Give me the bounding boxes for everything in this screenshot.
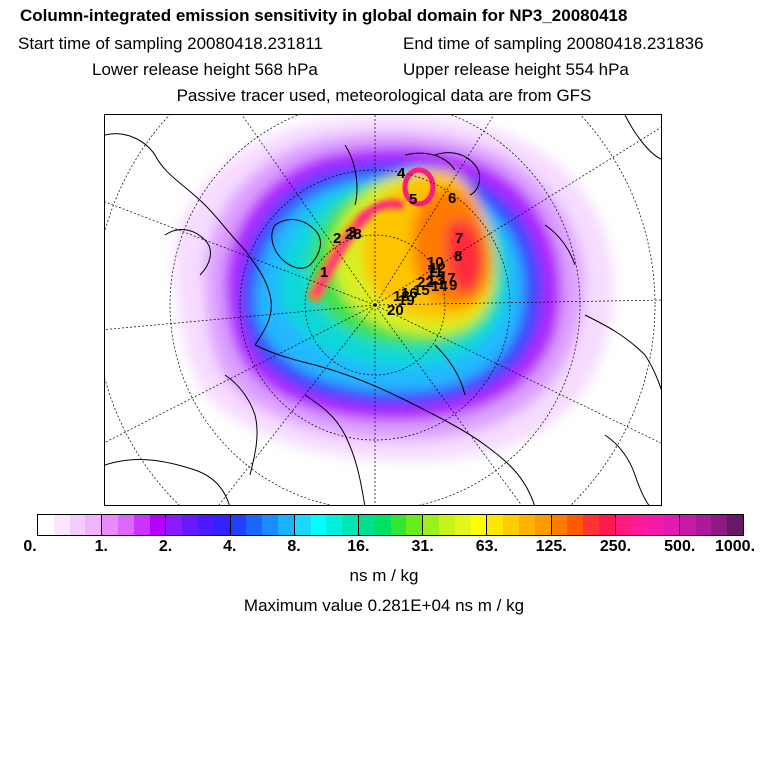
colorbar-tick-label: 125. <box>535 538 567 555</box>
colorbar-segment <box>374 515 391 535</box>
colorbar-tick-label: 4. <box>223 538 237 555</box>
colorbar-segment <box>390 515 407 535</box>
start-time: Start time of sampling 20080418.231811 <box>18 34 323 53</box>
colorbar-segment <box>310 515 327 535</box>
track-label: 12 <box>429 260 446 277</box>
track-label: 18 <box>393 288 410 305</box>
colorbar-segment <box>727 515 744 535</box>
colorbar-segment <box>133 515 150 535</box>
colorbar-tick-label: 31. <box>411 538 434 555</box>
track-label: 28 <box>345 226 362 243</box>
upper-release-height: Upper release height 554 hPa <box>403 60 629 79</box>
colorbar-segment <box>518 515 535 535</box>
colorbar-segment <box>262 515 278 535</box>
colorbar-tick-label: 500. <box>664 538 696 555</box>
colorbar-segment <box>487 515 504 535</box>
track-label: 3 <box>348 224 356 241</box>
colorbar-tick-label: 8. <box>287 538 301 555</box>
colorbar-segment <box>53 515 70 535</box>
colorbar-segment <box>454 515 471 535</box>
colorbar-segment <box>246 515 263 535</box>
colorbar-tick-label: 2. <box>158 538 173 555</box>
colorbar-segment <box>551 515 568 535</box>
track-label: 4 <box>397 165 406 182</box>
track-label: 8 <box>454 248 462 265</box>
colorbar-segment <box>117 515 134 535</box>
colorbar-segment <box>598 515 616 535</box>
colorbar-segment <box>342 515 359 535</box>
colorbar-segment <box>85 515 103 535</box>
colorbar-segment <box>647 515 664 535</box>
end-time: End time of sampling 20080418.231836 <box>403 34 704 53</box>
track-label: 17 <box>439 270 456 287</box>
track-label: 11 <box>427 264 443 281</box>
track-label: 5 <box>409 191 417 208</box>
track-label: 14 <box>431 278 448 295</box>
colorbar-tick-label: 1. <box>94 538 108 555</box>
colorbar-segment <box>695 515 712 535</box>
colorbar-segment <box>277 515 295 535</box>
colorbar-segment <box>213 515 231 535</box>
colorbar <box>37 514 744 536</box>
track-label: 1 <box>320 264 328 281</box>
track-label: 7 <box>455 230 463 247</box>
track-label: 16 <box>401 285 418 302</box>
colorbar-segment <box>326 515 343 535</box>
track-label: 20 <box>387 302 404 319</box>
maximum-value: Maximum value 0.281E+04 ns m / kg <box>243 596 525 615</box>
colorbar-segment <box>583 515 599 535</box>
track-label: 19 <box>398 292 415 309</box>
colorbar-segment <box>615 515 632 535</box>
colorbar-segment <box>149 515 167 535</box>
figure-title: Column-integrated emission sensitivity i… <box>20 6 628 25</box>
colorbar-segment <box>358 515 375 535</box>
colorbar-tick-label: 250. <box>599 538 632 555</box>
colorbar-segment <box>166 515 183 535</box>
colorbar-unit: ns m / kg <box>349 566 419 585</box>
colorbar-tick-label: 1000. <box>714 538 756 555</box>
tracer-note: Passive tracer used, meteorological data… <box>176 86 592 105</box>
colorbar-segment <box>406 515 424 535</box>
coastlines <box>105 115 661 505</box>
track-label: 13 <box>427 272 444 289</box>
colorbar-segment <box>230 515 247 535</box>
colorbar-segment <box>102 515 118 535</box>
colorbar-segment <box>631 515 648 535</box>
colorbar-segment <box>503 515 519 535</box>
colorbar-segment <box>69 515 86 535</box>
track-label: 15 <box>413 282 430 299</box>
colorbar-segment <box>567 515 584 535</box>
colorbar-segment <box>679 515 696 535</box>
colorbar-tick-label: 16. <box>347 538 370 555</box>
colorbar-segment <box>470 515 488 535</box>
track-label: 22 <box>417 274 434 291</box>
colorbar-segment <box>711 515 728 535</box>
sensitivity-field: 1 2 3 4 5 6 7 8 9 10 11 12 13 14 15 16 1… <box>105 115 661 505</box>
track-label: 2 <box>333 230 341 247</box>
colorbar-tick-label: 0. <box>23 538 37 555</box>
colorbar-segment <box>182 515 198 535</box>
colorbar-segment <box>534 515 552 535</box>
lower-release-height: Lower release height 568 hPa <box>92 60 318 79</box>
colorbar-segment <box>423 515 439 535</box>
colorbar-tick-label: 63. <box>475 538 499 555</box>
colorbar-segment <box>294 515 311 535</box>
colorbar-segment <box>197 515 214 535</box>
colorbar-segment <box>38 515 54 535</box>
track-label: 6 <box>448 190 456 207</box>
colorbar-segment <box>663 515 680 535</box>
polar-map: 1 2 3 4 5 6 7 8 9 10 11 12 13 14 15 16 1… <box>104 114 662 506</box>
track-label: 10 <box>427 254 444 271</box>
track-label: 9 <box>449 277 457 294</box>
max-ring <box>402 167 436 207</box>
graticule <box>105 115 661 505</box>
track-labels: 1 2 3 4 5 6 7 8 9 10 11 12 13 14 15 16 1… <box>320 165 463 319</box>
colorbar-segment <box>438 515 455 535</box>
